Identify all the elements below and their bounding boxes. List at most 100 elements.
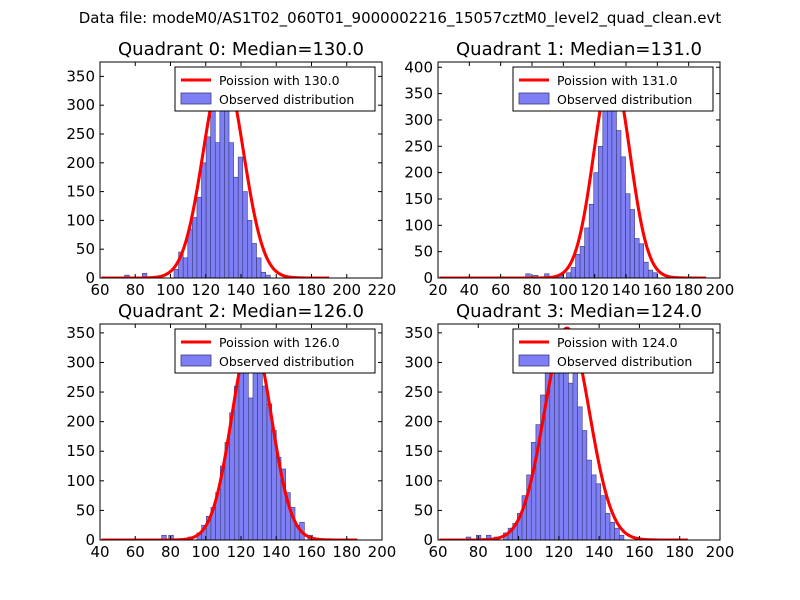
histogram-bar bbox=[593, 172, 599, 278]
y-tick-label: 300 bbox=[404, 111, 433, 129]
y-tick-label: 150 bbox=[404, 442, 433, 460]
x-tick-label: 60 bbox=[126, 543, 145, 561]
x-tick-label: 140 bbox=[612, 281, 641, 299]
x-tick-label: 160 bbox=[297, 543, 326, 561]
legend-bar-swatch bbox=[518, 354, 550, 367]
histogram-bar bbox=[614, 527, 620, 540]
histogram-bar bbox=[544, 273, 550, 278]
y-tick-label: 50 bbox=[76, 240, 95, 258]
x-tick-label: 60 bbox=[90, 281, 109, 299]
x-tick-label: 80 bbox=[469, 543, 488, 561]
histogram-bar bbox=[228, 142, 234, 278]
y-tick-label: 200 bbox=[66, 154, 95, 172]
x-tick-label: 100 bbox=[156, 281, 185, 299]
x-tick-label: 40 bbox=[90, 543, 109, 561]
histogram-bar bbox=[252, 344, 258, 540]
histogram-bar bbox=[629, 209, 635, 278]
y-tick-label: 100 bbox=[404, 216, 433, 234]
y-tick-label: 350 bbox=[66, 67, 95, 85]
legend-line-label: Poission with 124.0 bbox=[557, 335, 678, 350]
x-tick-label: 60 bbox=[491, 281, 510, 299]
y-tick-label: 200 bbox=[404, 164, 433, 182]
x-tick-label: 200 bbox=[332, 281, 361, 299]
histogram-bar bbox=[600, 495, 606, 540]
y-tick-label: 350 bbox=[66, 324, 95, 342]
histogram-bar bbox=[566, 272, 572, 278]
histogram-bar bbox=[605, 513, 611, 540]
y-tick-label: 250 bbox=[404, 383, 433, 401]
x-tick-label: 40 bbox=[460, 281, 479, 299]
histogram-bar bbox=[611, 103, 617, 278]
histogram-bar bbox=[192, 217, 198, 278]
x-tick-label: 140 bbox=[585, 543, 614, 561]
x-tick-label: 80 bbox=[126, 281, 145, 299]
legend-bar-swatch bbox=[180, 92, 212, 105]
histogram-bar bbox=[579, 246, 585, 278]
y-tick-label: 250 bbox=[404, 137, 433, 155]
x-tick-label: 80 bbox=[161, 543, 180, 561]
histogram-bar bbox=[257, 359, 263, 540]
histogram-bar bbox=[597, 145, 604, 278]
panel-title: Quadrant 0: Median=130.0 bbox=[118, 39, 364, 60]
y-tick-label: 350 bbox=[404, 324, 433, 342]
x-tick-label: 100 bbox=[504, 543, 533, 561]
legend-bar-label: Observed distribution bbox=[219, 354, 354, 369]
histogram-bar bbox=[549, 362, 555, 540]
x-tick-label: 100 bbox=[549, 281, 578, 299]
x-tick-label: 20 bbox=[428, 281, 447, 299]
y-tick-label: 0 bbox=[423, 531, 433, 549]
histogram-bar bbox=[595, 483, 602, 540]
x-tick-label: 160 bbox=[625, 543, 654, 561]
y-tick-label: 0 bbox=[85, 269, 95, 287]
y-tick-label: 250 bbox=[66, 125, 95, 143]
x-tick-label: 200 bbox=[706, 543, 735, 561]
y-tick-label: 150 bbox=[66, 442, 95, 460]
poisson-curve bbox=[439, 68, 706, 278]
histogram-bar bbox=[205, 136, 211, 278]
y-tick-label: 150 bbox=[66, 183, 95, 201]
y-tick-label: 0 bbox=[85, 531, 95, 549]
histogram-bar bbox=[568, 382, 574, 540]
histogram-bar bbox=[237, 156, 244, 278]
x-tick-label: 100 bbox=[191, 543, 220, 561]
y-tick-label: 200 bbox=[404, 413, 433, 431]
panel-quadrant-0: 60 80 100 120 140 160 180 200 220 0 50 100 150 200 250… bbox=[66, 39, 396, 299]
legend-bar-label: Observed distribution bbox=[219, 92, 354, 107]
histogram-bar bbox=[584, 227, 590, 278]
histogram-bar bbox=[182, 257, 189, 278]
histogram-bar bbox=[634, 238, 640, 278]
x-tick-label: 120 bbox=[191, 281, 220, 299]
y-tick-label: 50 bbox=[414, 243, 433, 261]
histogram-bar bbox=[625, 193, 631, 278]
axes-frame bbox=[437, 323, 721, 541]
panel-title: Quadrant 3: Median=124.0 bbox=[456, 301, 702, 322]
x-tick-label: 200 bbox=[368, 543, 397, 561]
y-tick-label: 100 bbox=[66, 211, 95, 229]
histogram-bar bbox=[570, 267, 576, 278]
histogram-bar bbox=[238, 356, 244, 540]
histogram-bar bbox=[588, 203, 595, 278]
legend-line-label: Poission with 126.0 bbox=[219, 335, 340, 350]
x-tick-label: 120 bbox=[227, 543, 256, 561]
y-tick-label: 350 bbox=[404, 85, 433, 103]
y-tick-label: 150 bbox=[404, 190, 433, 208]
histogram-bar bbox=[620, 156, 626, 278]
x-tick-label: 80 bbox=[522, 281, 541, 299]
x-tick-label: 180 bbox=[297, 281, 326, 299]
poisson-curve bbox=[101, 334, 358, 540]
histogram-bar bbox=[260, 271, 266, 278]
histogram-bar bbox=[262, 385, 268, 540]
y-tick-label: 300 bbox=[66, 353, 95, 371]
histogram-bar bbox=[233, 176, 239, 278]
histogram-bar bbox=[196, 197, 202, 278]
histogram-bar bbox=[591, 474, 597, 540]
histogram-bar bbox=[266, 403, 272, 540]
x-tick-label: 180 bbox=[332, 543, 361, 561]
histogram-bar bbox=[581, 430, 588, 540]
histogram-bar bbox=[618, 534, 625, 540]
y-tick-label: 100 bbox=[404, 472, 433, 490]
histogram-bar bbox=[572, 365, 578, 540]
histogram-bar bbox=[652, 272, 658, 278]
histogram-bar bbox=[201, 162, 207, 278]
panel-title: Quadrant 1: Median=131.0 bbox=[456, 39, 702, 60]
